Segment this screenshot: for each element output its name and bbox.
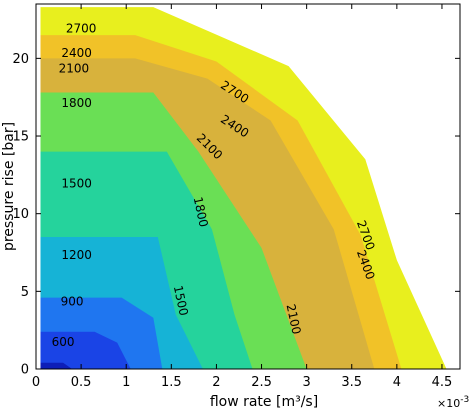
y-axis: 0 5 10 15 20	[12, 52, 460, 378]
contour-label: 2100	[59, 62, 90, 76]
y-tick-label: 5	[21, 285, 29, 300]
x-tick-label: 4.5	[432, 375, 453, 390]
plot-frame	[35, 3, 461, 370]
region-600	[40, 331, 131, 369]
contour-label: 600	[52, 335, 75, 349]
x-tick-label: 4	[393, 375, 401, 390]
contour-label: 1500	[171, 284, 191, 317]
y-tick-label: 15	[12, 130, 29, 145]
x-scale-base: ×10	[437, 397, 460, 410]
x-axis: 0 0.5 1 1.5 2 2.5 3 3.5 4 4.5	[32, 4, 452, 390]
y-tick-label: 10	[12, 207, 29, 222]
filled-regions	[40, 7, 447, 370]
region-300	[40, 362, 73, 369]
y-tick-label: 20	[12, 52, 29, 67]
x-axis-label: flow rate [m³/s]	[210, 394, 318, 410]
contour-label: 1500	[61, 177, 92, 191]
x-tick-label: 1	[122, 375, 130, 390]
x-tick-label: 1.5	[161, 375, 182, 390]
x-tick-label: 0.5	[71, 375, 92, 390]
x-scale-factor: ×10-3	[437, 395, 469, 410]
contour-label: 1800	[191, 196, 211, 229]
y-tick-label: 0	[21, 363, 29, 378]
x-scale-exponent: -3	[460, 395, 469, 405]
contour-label: 2700	[66, 21, 97, 35]
y-axis-label: pressure rise [bar]	[1, 122, 17, 251]
contour-label: 2100	[284, 303, 304, 336]
x-tick-label: 2	[212, 375, 220, 390]
x-tick-label: 0	[32, 375, 40, 390]
x-tick-label: 2.5	[251, 375, 272, 390]
contour-label: 1800	[61, 96, 92, 110]
contour-label: 2400	[61, 46, 92, 60]
x-tick-label: 3.5	[341, 375, 362, 390]
contour-label: 1200	[61, 248, 92, 262]
contour-label: 900	[61, 295, 84, 309]
x-tick-label: 3	[302, 375, 310, 390]
